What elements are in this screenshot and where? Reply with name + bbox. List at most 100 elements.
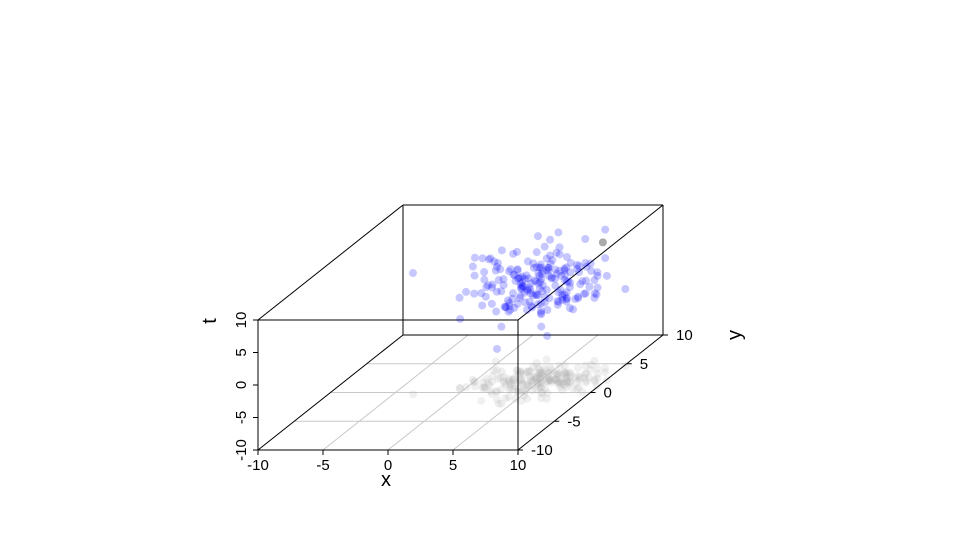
- data-point: [527, 301, 536, 310]
- data-point: [555, 266, 564, 275]
- data-point: [524, 274, 533, 283]
- shadow-point: [526, 367, 535, 376]
- shadow-point: [558, 378, 567, 387]
- shadow-point: [526, 377, 535, 386]
- shadow-point: [522, 380, 531, 389]
- shadow-point: [504, 393, 513, 402]
- shadow-point: [537, 382, 546, 391]
- data-point: [502, 303, 511, 312]
- data-point: [492, 344, 501, 353]
- data-point: [553, 297, 562, 306]
- data-point: [482, 283, 491, 292]
- shadow-point: [516, 367, 525, 376]
- shadow-point: [562, 370, 571, 379]
- x-axis-label: x: [381, 469, 391, 491]
- data-point: [566, 268, 575, 277]
- shadow-point: [582, 376, 591, 385]
- shadow-point: [546, 363, 555, 372]
- data-point: [540, 242, 549, 251]
- data-point: [547, 274, 556, 283]
- data-point: [531, 290, 540, 299]
- data-point: [537, 274, 546, 283]
- data-point: [516, 273, 525, 282]
- shadow-point: [534, 368, 543, 377]
- shadow-point: [554, 368, 563, 377]
- data-points: [409, 225, 630, 353]
- shadow-point: [536, 383, 545, 392]
- shadow-point: [528, 386, 537, 395]
- t-tick-label: 10: [233, 312, 250, 329]
- data-point: [470, 289, 479, 298]
- x-tick-label: 0: [384, 457, 392, 474]
- shadow-point: [555, 377, 564, 386]
- shadow-point: [540, 364, 549, 373]
- data-point: [497, 246, 506, 255]
- shadow-point: [593, 374, 602, 383]
- shadow-point: [518, 376, 527, 385]
- shadow-point: [575, 375, 584, 384]
- data-point: [546, 235, 555, 244]
- data-point: [558, 293, 567, 302]
- data-point: [536, 260, 545, 269]
- data-point: [516, 291, 525, 300]
- shadow-point: [518, 386, 527, 395]
- shadow-point: [538, 369, 547, 378]
- shadow-point: [582, 369, 591, 378]
- shadow-point: [516, 369, 525, 378]
- data-point: [494, 276, 503, 285]
- shadow-point: [547, 378, 556, 387]
- data-point: [526, 279, 535, 288]
- shadow-point: [503, 374, 512, 383]
- shadow-point: [523, 367, 532, 376]
- shadow-point: [497, 385, 506, 394]
- data-point: [518, 278, 527, 287]
- shadow-point: [573, 363, 582, 372]
- shadow-point: [532, 373, 541, 382]
- data-point: [530, 276, 539, 285]
- shadow-point: [524, 381, 533, 390]
- data-point: [480, 275, 489, 284]
- shadow-point: [537, 371, 546, 380]
- data-point: [537, 299, 546, 308]
- data-point: [492, 307, 501, 316]
- data-point: [544, 271, 553, 280]
- data-point: [488, 280, 497, 289]
- shadow-point: [512, 366, 521, 375]
- shadow-point: [545, 374, 554, 383]
- data-point: [513, 266, 522, 275]
- data-point: [551, 274, 560, 283]
- shadow-point: [566, 378, 575, 387]
- data-point: [510, 271, 519, 280]
- shadow-point: [562, 374, 571, 383]
- data-point: [525, 297, 534, 306]
- data-point: [601, 225, 610, 234]
- data-point: [500, 302, 509, 311]
- shadow-point: [546, 376, 555, 385]
- data-point: [532, 263, 541, 272]
- data-point: [546, 251, 555, 260]
- data-point: [455, 293, 464, 302]
- shadow-point: [585, 373, 594, 382]
- data-point: [551, 281, 560, 290]
- data-point: [560, 275, 569, 284]
- shadow-point: [546, 368, 555, 377]
- data-point: [581, 289, 590, 298]
- data-point: [601, 254, 610, 263]
- data-point: [581, 234, 590, 243]
- data-point: [490, 257, 499, 266]
- data-point: [582, 262, 591, 271]
- shadow-point: [486, 387, 495, 396]
- shadow-point: [601, 368, 610, 377]
- data-point: [470, 253, 479, 262]
- shadow-point: [532, 372, 541, 381]
- data-point: [537, 269, 546, 278]
- shadow-point: [544, 376, 553, 385]
- shadow-point: [499, 373, 508, 382]
- data-point: [480, 268, 489, 277]
- data-point: [493, 259, 502, 268]
- x-tick-label: 10: [510, 457, 527, 474]
- shadow-point: [541, 384, 550, 393]
- shadow-point: [586, 365, 595, 374]
- shadow-point: [543, 389, 552, 398]
